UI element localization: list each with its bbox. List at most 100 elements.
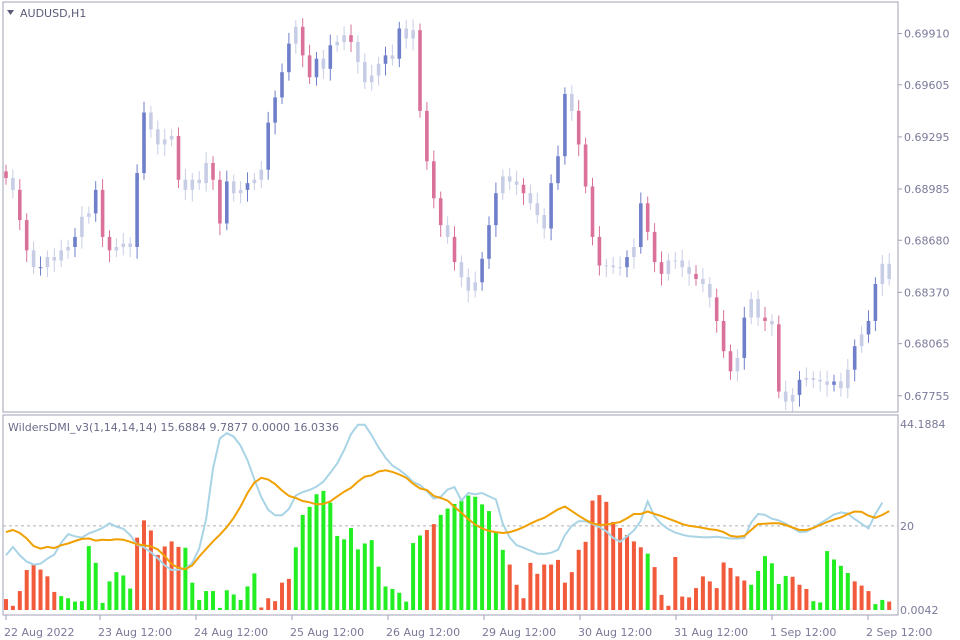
candle — [721, 310, 726, 358]
candle-body — [24, 220, 29, 251]
candle — [349, 24, 353, 53]
candle — [294, 20, 298, 54]
histogram-bar — [742, 580, 747, 610]
histogram-bar — [652, 567, 657, 610]
candle-body — [190, 179, 195, 190]
histogram-bar — [549, 564, 554, 610]
candle — [535, 192, 540, 224]
histogram-bar — [556, 559, 560, 610]
histogram-bar — [183, 547, 188, 610]
indicator-tick-label: 44.1884 — [900, 418, 946, 431]
time-axis: 22 Aug 2022 23 Aug 12:00 24 Aug 12:00 25 Au… — [4, 615, 932, 639]
candle-body — [521, 184, 526, 194]
histogram-bar — [500, 549, 505, 610]
histogram-bar — [880, 599, 885, 610]
histogram-bar — [197, 599, 202, 610]
candle — [18, 179, 22, 231]
symbol-title: AUDUSD,H1 — [20, 7, 86, 20]
candle — [521, 178, 526, 205]
candle — [514, 170, 519, 195]
candle — [728, 344, 733, 380]
time-tick-label: 22 Aug 2022 — [4, 626, 74, 639]
candle-body — [756, 299, 760, 318]
candle-body — [128, 243, 132, 247]
histogram-bar — [217, 607, 222, 610]
time-tick-label: 30 Aug 12:00 — [578, 626, 652, 639]
candle — [770, 314, 774, 337]
candle — [790, 388, 795, 412]
histogram-bar — [142, 520, 146, 610]
histogram-bar — [769, 563, 774, 610]
candle-body — [770, 320, 774, 325]
candle — [452, 226, 457, 271]
candle — [114, 238, 119, 258]
candle-body — [45, 257, 50, 268]
candle — [24, 213, 29, 263]
histogram-bar — [148, 530, 153, 610]
histogram-bar — [466, 495, 471, 610]
candle — [162, 128, 167, 157]
histogram-bar — [155, 554, 160, 610]
candle-body — [570, 94, 574, 111]
histogram-bar — [604, 501, 609, 610]
histogram-bar — [17, 591, 22, 610]
histogram-bar — [728, 567, 733, 610]
histogram-bar — [397, 592, 402, 610]
candle-body — [452, 236, 457, 263]
candle — [783, 380, 788, 411]
indicator-panel[interactable]: WildersDMI_v3(1,14,14,14) 15.6884 9.7877… — [2, 414, 946, 617]
histogram-bar — [107, 581, 112, 610]
time-tick-label: 29 Aug 12:00 — [482, 626, 556, 639]
price-panel[interactable]: AUDUSD,H1 0.699100.696050.692950.689850.… — [2, 1, 950, 413]
histogram-bar — [804, 588, 809, 610]
collapse-arrow-icon[interactable] — [7, 10, 14, 15]
histogram-bar — [128, 588, 133, 610]
histogram-bar — [100, 602, 105, 610]
histogram-bar — [687, 597, 692, 610]
candle-body — [818, 379, 822, 382]
price-tick-label: 0.68370 — [904, 286, 950, 299]
candle — [611, 256, 615, 274]
histogram-bar — [252, 573, 257, 610]
histogram-bar — [859, 585, 864, 610]
candle — [266, 111, 270, 180]
histogram-bar — [135, 537, 140, 610]
candle-body — [342, 35, 346, 42]
candle-body — [887, 263, 891, 279]
histogram-bar — [52, 591, 57, 610]
time-tick-label: 24 Aug 12:00 — [194, 626, 268, 639]
candle — [356, 35, 360, 74]
candle-body — [418, 30, 422, 111]
candle-body — [866, 320, 871, 335]
histogram-bar — [645, 553, 650, 610]
candle — [466, 268, 471, 303]
candle — [121, 232, 126, 256]
candle — [804, 367, 809, 387]
candle-body — [625, 257, 629, 268]
candle-body — [252, 179, 257, 184]
candle-body — [73, 236, 77, 247]
candle-body — [107, 236, 112, 251]
histogram-bar — [542, 564, 547, 610]
candle — [190, 173, 195, 202]
indicator-tick-label: 0.0042 — [900, 604, 939, 617]
candle — [404, 19, 408, 49]
candle — [38, 256, 43, 276]
candle-body — [514, 181, 519, 185]
time-tick-label: 23 Aug 12:00 — [98, 626, 172, 639]
candle-body — [211, 162, 215, 180]
candle-body — [300, 26, 305, 56]
candle-body — [204, 162, 208, 184]
histogram-bar — [611, 522, 616, 610]
histogram-bar — [631, 541, 636, 610]
histogram-bar — [811, 601, 816, 610]
candle — [604, 258, 609, 278]
histogram-bar — [797, 584, 802, 610]
candle — [342, 26, 346, 51]
candle-body — [659, 262, 664, 274]
histogram-bar — [286, 578, 291, 610]
histogram-bar — [73, 601, 77, 610]
candle-body — [31, 250, 36, 268]
candle-body — [687, 267, 691, 274]
